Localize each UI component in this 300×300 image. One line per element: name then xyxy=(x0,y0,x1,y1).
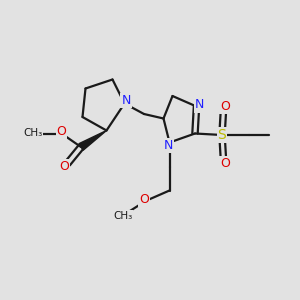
Polygon shape xyxy=(79,130,106,150)
Text: O: O xyxy=(57,124,66,138)
Text: O: O xyxy=(139,193,149,206)
Text: S: S xyxy=(218,128,226,142)
Text: N: N xyxy=(121,94,131,107)
Text: CH₃: CH₃ xyxy=(113,211,133,221)
Text: O: O xyxy=(220,100,230,113)
Text: O: O xyxy=(220,157,230,170)
Text: O: O xyxy=(60,160,69,173)
Text: N: N xyxy=(195,98,204,112)
Text: CH₃: CH₃ xyxy=(23,128,43,139)
Text: N: N xyxy=(163,139,173,152)
